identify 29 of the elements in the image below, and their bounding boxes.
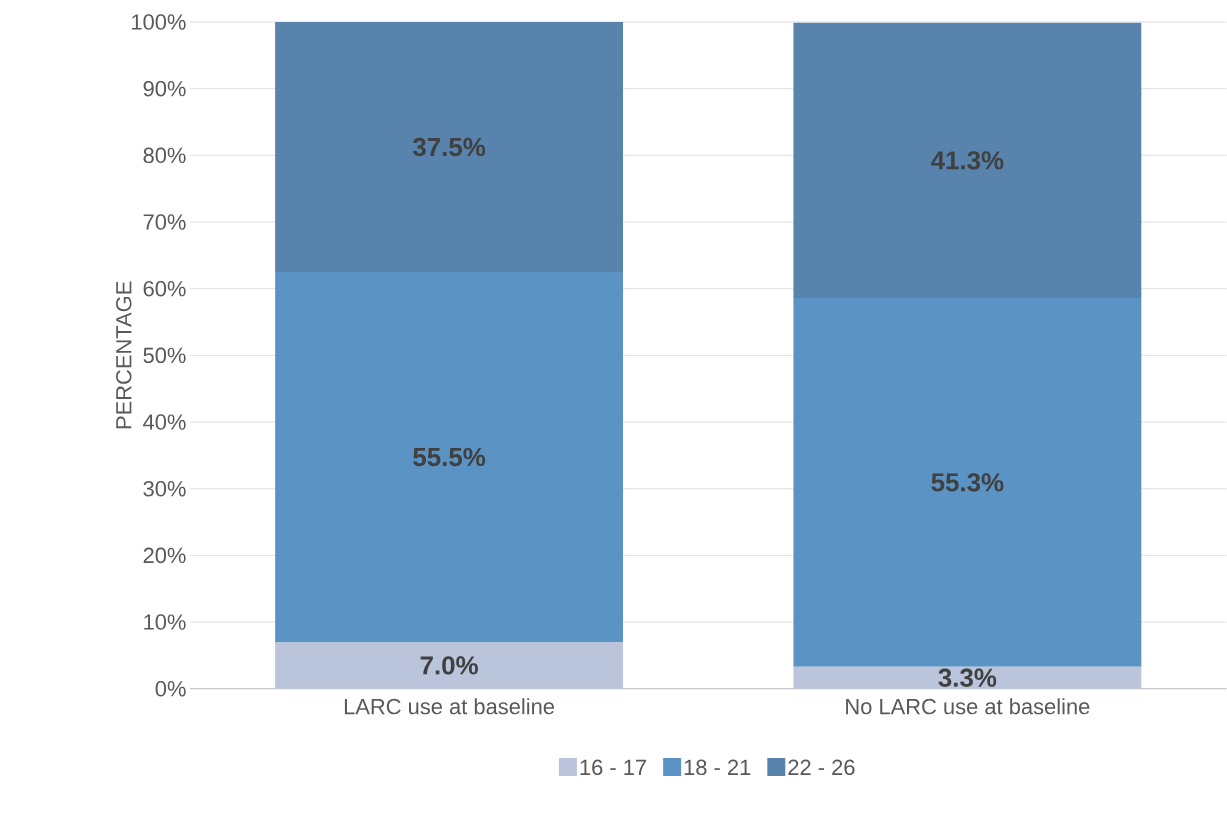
data-label: 55.3% [931,473,1004,492]
data-label: 7.0% [420,656,478,675]
legend-label: 22 - 26 [788,759,855,776]
bar [275,272,624,643]
y-axis-title: PERCENTAGE [116,281,132,429]
x-tick-label: No LARC use at baseline [846,698,1090,715]
y-tick-label: 0% [155,681,186,697]
y-tick-label: 90% [143,81,186,97]
y-tick-label: 80% [143,147,186,164]
bar [275,642,624,689]
y-tick-label: 40% [143,414,186,430]
y-tick-label: 100% [132,14,186,30]
y-tick-label: 30% [143,481,186,497]
data-label: 3.3% [938,668,997,688]
data-label: 41.3% [931,151,1004,170]
y-tick-label: 60% [143,281,186,297]
data-label: 37.5% [412,137,486,157]
legend-label: 18 - 21 [684,759,751,776]
bar [793,298,1142,667]
bar [793,22,1142,299]
y-tick-label: 70% [143,214,186,230]
x-tick-label: LARC use at baseline [344,698,555,715]
bar [275,22,624,273]
bar [793,666,1142,689]
y-tick-label: 20% [143,547,186,564]
y-tick-label: 10% [144,614,186,630]
y-tick-label: 50% [143,347,186,364]
data-label: 55.5% [413,448,486,467]
legend-label: 16 - 17 [580,759,647,776]
